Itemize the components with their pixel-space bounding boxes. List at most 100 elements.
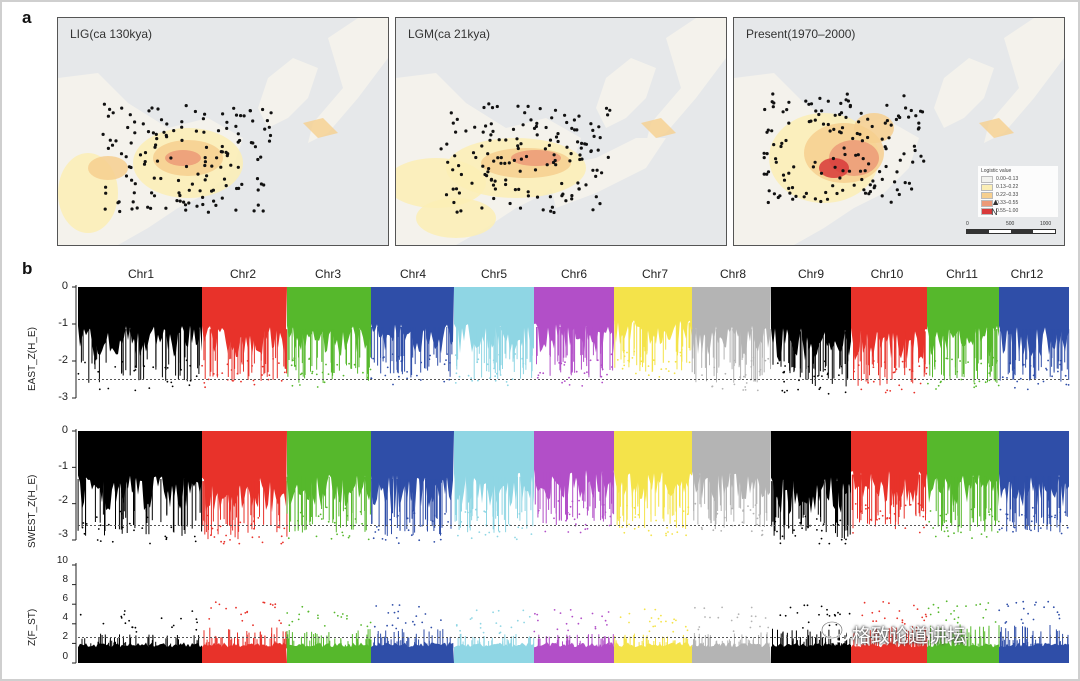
snp-point [457, 534, 459, 537]
snp-point [433, 514, 436, 517]
snp-point [516, 619, 519, 622]
snp-point [739, 376, 741, 378]
snp-point [384, 374, 387, 377]
snp-point [1001, 527, 1003, 530]
snp-point [99, 524, 102, 527]
snp-point [428, 358, 431, 361]
snp-point [901, 621, 904, 624]
map-present-title: Present(1970–2000) [746, 27, 856, 41]
snp-point [346, 514, 349, 517]
snp-point [665, 532, 667, 535]
snp-point [967, 361, 969, 363]
snp-point [923, 619, 926, 622]
snp-point [297, 618, 300, 621]
snp-point [648, 630, 651, 633]
snp-point [559, 612, 562, 614]
sample-point [212, 199, 216, 203]
sample-point [518, 206, 523, 210]
sample-point [219, 165, 223, 169]
sample-point [473, 125, 477, 129]
snp-point [979, 603, 982, 606]
snp-point [839, 519, 842, 522]
snp-point [523, 621, 525, 624]
snp-point [308, 357, 311, 360]
snp-point [171, 385, 174, 388]
sample-point [489, 133, 493, 137]
sample-point [902, 152, 906, 156]
snp-point [779, 614, 782, 617]
snp-point [660, 620, 662, 623]
snp-point [731, 524, 734, 527]
snp-point [697, 628, 700, 631]
snp-point [232, 380, 234, 382]
snp-point [195, 375, 198, 378]
snp-point [853, 370, 855, 373]
sample-point [817, 112, 821, 117]
snp-point [372, 537, 375, 540]
sample-point [225, 154, 229, 158]
snp-point [594, 627, 597, 630]
sample-point [787, 121, 791, 125]
sample-point [165, 135, 169, 139]
snp-point [498, 632, 501, 635]
sample-point [234, 208, 238, 212]
sample-point [535, 121, 539, 125]
snp-point [522, 362, 525, 365]
sample-point [547, 143, 551, 147]
sample-point [507, 161, 511, 165]
sample-point [236, 132, 240, 136]
snp-point [191, 610, 194, 612]
snp-point [744, 386, 747, 388]
snp-point [945, 520, 948, 522]
sample-point [119, 152, 124, 156]
snp-point [298, 613, 301, 616]
sample-point [215, 156, 219, 160]
snp-block-Chr3 [287, 642, 371, 663]
sample-point [251, 119, 255, 123]
sample-point [584, 142, 588, 146]
sample-point [560, 181, 564, 186]
sample-point [535, 133, 539, 137]
snp-point [747, 505, 749, 507]
snp-point [621, 526, 623, 528]
sample-point [178, 199, 182, 203]
sample-point [866, 135, 870, 140]
snp-point [975, 385, 977, 388]
snp-point [1006, 513, 1009, 516]
snp-point [1030, 520, 1033, 523]
snp-point [904, 527, 907, 529]
snp-point [280, 379, 283, 382]
snp-point [675, 619, 677, 622]
snp-point [537, 619, 539, 622]
snp-point [102, 622, 105, 625]
sample-point [589, 149, 593, 153]
snp-point [397, 617, 399, 619]
sample-point [589, 122, 593, 126]
snp-point [407, 529, 410, 532]
snp-point [180, 617, 182, 620]
sample-point [454, 130, 458, 134]
sample-point [809, 119, 813, 123]
snp-point [716, 512, 719, 515]
snp-point [494, 375, 497, 378]
snp-point [918, 365, 921, 368]
sample-point [570, 197, 574, 201]
snp-point [528, 615, 531, 618]
snp-point [784, 614, 787, 617]
snp-point [134, 369, 137, 371]
snp-point [226, 363, 229, 366]
snp-point [1001, 376, 1004, 379]
sample-point [184, 208, 188, 212]
snp-point [309, 523, 311, 525]
sample-point [580, 157, 584, 161]
snp-point [375, 605, 378, 607]
snp-point [252, 624, 254, 627]
sample-point [914, 114, 918, 118]
snp-point [733, 383, 736, 386]
tick-label: 0 [62, 651, 68, 662]
sample-point [267, 139, 272, 143]
snp-point [844, 542, 847, 545]
sample-point [128, 113, 132, 117]
snp-point [848, 612, 851, 615]
